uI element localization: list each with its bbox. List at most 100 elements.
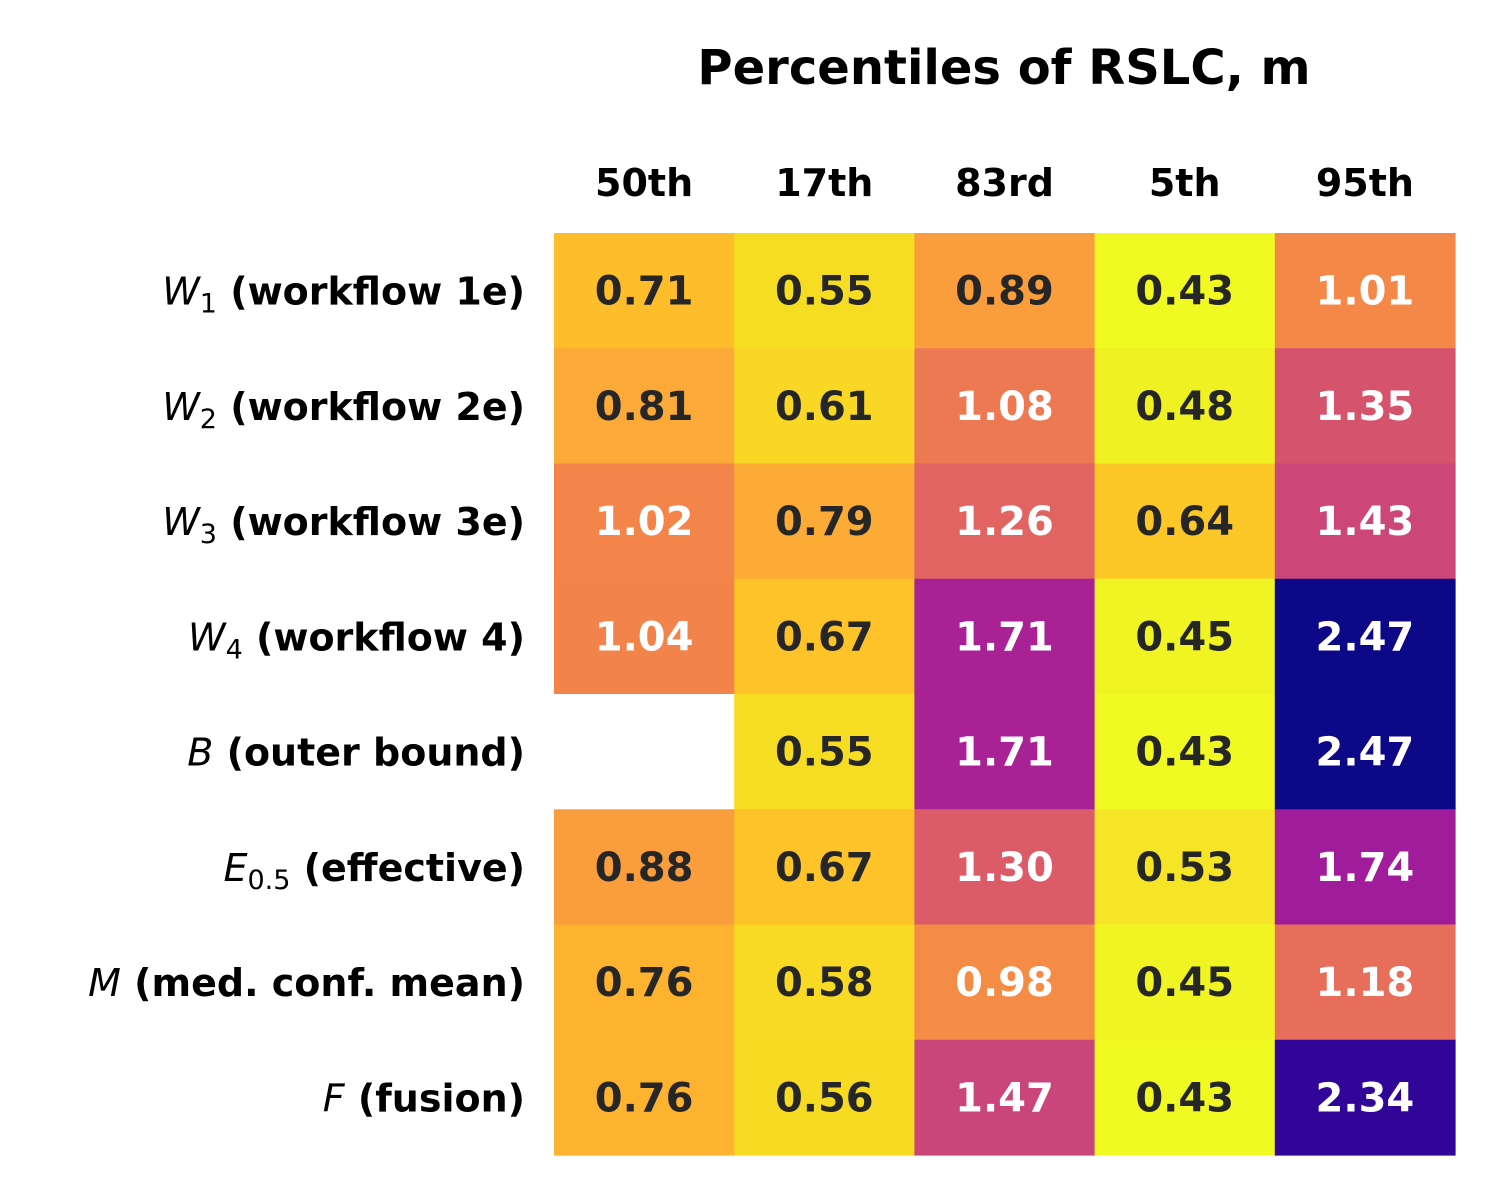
heatmap-cell	[554, 348, 735, 465]
row-label-1: W2 (workflow 2e)	[162, 385, 525, 435]
heatmap-cell	[734, 348, 915, 465]
heatmap-cell	[1094, 924, 1276, 1041]
row-subscript: 1	[200, 289, 217, 320]
cell-value-label: 0.67	[775, 614, 874, 660]
cell-value-label: 0.76	[595, 960, 694, 1006]
cell-value-label: 0.81	[595, 384, 694, 430]
cell-value-label: 0.55	[775, 730, 874, 776]
cell-value-label: 0.58	[775, 960, 874, 1006]
heatmap-cell	[1094, 233, 1276, 349]
row-label-2: W3 (workflow 3e)	[162, 500, 525, 550]
row-subscript: 3	[200, 519, 217, 550]
row-symbol: W	[188, 615, 227, 659]
row-label-3: W4 (workflow 4)	[188, 615, 525, 665]
heatmap-cell	[1094, 1039, 1276, 1156]
cell-value-label: 1.30	[955, 845, 1054, 891]
row-subscript: 2	[200, 404, 217, 435]
row-symbol: E	[223, 846, 247, 890]
heatmap-cell	[1094, 578, 1276, 695]
heatmap-cell	[1274, 463, 1456, 580]
cell-value-label: 0.55	[775, 269, 874, 315]
heatmap-cell	[734, 1039, 915, 1156]
cell-value-label: 0.89	[955, 269, 1054, 315]
heatmap-cell	[734, 924, 915, 1041]
row-symbol: W	[162, 270, 201, 314]
cell-value-label: 1.47	[955, 1075, 1054, 1121]
row-symbol: F	[323, 1076, 346, 1120]
heatmap-cell	[734, 463, 915, 580]
chart-title: Percentiles of RSLC, m	[697, 40, 1310, 96]
heatmap-cell	[914, 578, 1096, 695]
cell-value-label: 1.26	[955, 499, 1054, 545]
heatmap-cell	[914, 924, 1096, 1041]
heatmap-cell	[1274, 809, 1456, 926]
row-description: (workflow 3e)	[217, 500, 525, 544]
cell-value-label: 1.35	[1316, 384, 1415, 430]
cell-value-label: 1.71	[955, 730, 1054, 776]
heatmap-cell	[1274, 578, 1456, 695]
heatmap-cell	[554, 809, 735, 926]
heatmap-cell	[554, 578, 735, 695]
heatmap-cell	[914, 1039, 1096, 1156]
heatmap-cells: 0.71 0.55 0.89 0.43 1.01 0.81 0.61 1.08 0.48 1.35…	[554, 233, 1456, 1156]
heatmap-cell	[914, 233, 1096, 349]
heatmap-cell	[1094, 694, 1276, 810]
cell-value-label: 1.43	[1316, 499, 1415, 545]
row-label-4: B (outer bound)	[187, 731, 525, 775]
column-label-17th: 17th	[775, 161, 873, 205]
row-description: (med. conf. mean)	[121, 961, 525, 1005]
row-description: (workflow 4)	[243, 615, 525, 659]
heatmap-cell	[734, 694, 915, 810]
cell-value-label: 0.61	[775, 384, 874, 430]
row-description: (fusion)	[345, 1076, 525, 1120]
heatmap-cell	[734, 578, 915, 695]
cell-value-label: 1.01	[1316, 269, 1415, 315]
heatmap-cell	[554, 924, 735, 1041]
column-label-5th: 5th	[1149, 161, 1221, 205]
row-description: (workflow 2e)	[217, 385, 525, 429]
cell-value-label: 2.47	[1316, 730, 1415, 776]
cell-value-label: 1.74	[1316, 845, 1415, 891]
cell-value-label: 0.98	[955, 960, 1054, 1006]
column-label-95th: 95th	[1316, 161, 1414, 205]
column-labels: 50th 17th 83rd 5th 95th	[595, 161, 1414, 205]
cell-value-label: 0.67	[775, 845, 874, 891]
cell-value-label: 2.47	[1316, 614, 1415, 660]
heatmap-cell	[554, 1039, 735, 1156]
cell-value-label: 0.43	[1135, 1075, 1234, 1121]
row-label-5: E0.5 (effective)	[223, 846, 525, 896]
row-description: (outer bound)	[213, 731, 525, 775]
row-label-0: W1 (workflow 1e)	[162, 270, 525, 320]
cell-value-label: 1.04	[595, 614, 694, 660]
row-symbol: M	[88, 961, 121, 1005]
heatmap-cell	[1274, 1039, 1456, 1156]
heatmap-cell	[1274, 348, 1456, 465]
cell-value-label: 0.43	[1135, 269, 1234, 315]
heatmap-cell	[554, 233, 735, 349]
cell-value-label: 1.18	[1316, 960, 1415, 1006]
cell-value-label: 0.45	[1135, 960, 1234, 1006]
cell-value-label: 0.71	[595, 269, 694, 315]
cell-value-label: 0.45	[1135, 614, 1234, 660]
heatmap-cell	[1274, 924, 1456, 1041]
cell-value-label: 1.71	[955, 614, 1054, 660]
cell-value-label: 0.53	[1135, 845, 1234, 891]
row-subscript: 4	[226, 634, 243, 665]
column-label-50th: 50th	[595, 161, 693, 205]
heatmap-cell	[914, 463, 1096, 580]
cell-value-label: 0.48	[1135, 384, 1234, 430]
row-description: (effective)	[290, 846, 525, 890]
cell-value-label: 0.43	[1135, 730, 1234, 776]
cell-value-label: 0.79	[775, 499, 874, 545]
heatmap-cell	[1274, 694, 1456, 810]
column-label-83rd: 83rd	[955, 161, 1054, 205]
row-label-6: M (med. conf. mean)	[88, 961, 525, 1005]
row-labels: W1 (workflow 1e)W2 (workflow 2e)W3 (work…	[88, 270, 525, 1121]
row-description: (workflow 1e)	[217, 270, 525, 314]
heatmap-cell	[914, 348, 1096, 465]
cell-value-label: 0.88	[595, 845, 694, 891]
row-label-7: F (fusion)	[323, 1076, 525, 1120]
heatmap-cell	[734, 233, 915, 349]
heatmap-cell	[914, 694, 1096, 810]
